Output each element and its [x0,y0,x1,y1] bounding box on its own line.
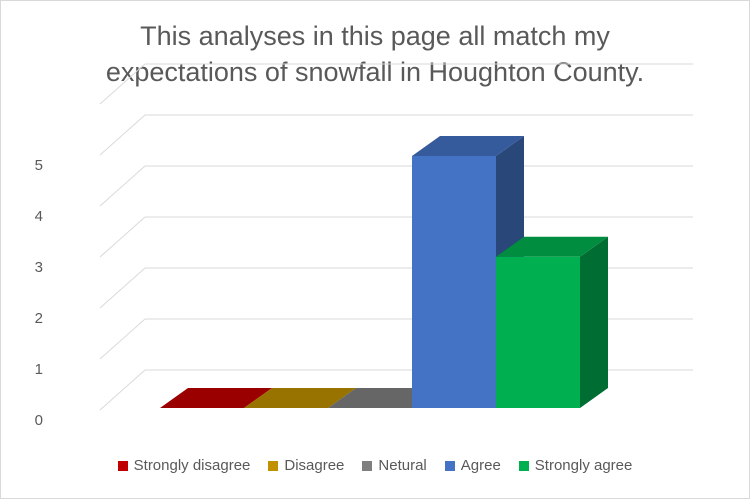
y-tick-label: 3 [35,259,43,276]
y-tick-label: 2 [35,310,43,327]
legend-swatch [268,460,279,471]
legend-label: Netural [378,457,427,474]
legend-item: Strongly disagree [117,457,251,474]
chart-title-line-2: expectations of snowfall in Houghton Cou… [105,57,645,87]
bar-top [412,136,524,156]
bar-top [160,388,272,408]
bar [412,156,496,408]
legend-swatch [362,460,373,471]
legend-label: Strongly disagree [133,457,251,474]
gridline-depth [99,165,146,207]
gridline-depth [99,216,146,258]
bar-top [496,236,608,257]
chart-title: This analyses in this page all match my … [0,18,750,90]
legend-label: Agree [460,457,501,474]
bar-side [580,236,608,408]
y-tick-label: 0 [35,412,43,429]
gridline-depth [99,267,146,309]
gridline-depth [99,369,146,411]
gridline-depth [99,114,146,156]
bar [496,256,580,408]
y-tick-label: 5 [35,157,43,174]
legend-swatch [518,460,529,471]
chart-legend: Strongly disagree Disagree Netural Agree Str… [0,457,750,474]
legend-label: Strongly agree [534,457,633,474]
bar-top [244,388,356,408]
y-tick-label: 4 [35,208,43,225]
legend-item: Netural [362,457,427,474]
legend-label: Disagree [284,457,345,474]
legend-item: Agree [444,457,501,474]
chart-title-line-1: This analyses in this page all match my [140,21,610,51]
legend-item: Strongly agree [518,457,633,474]
legend-swatch [444,460,455,471]
gridline-depth [99,63,146,105]
legend-swatch [117,460,128,471]
gridline-depth [99,318,146,360]
legend-item: Disagree [268,457,344,474]
y-tick-label: 1 [35,361,43,378]
